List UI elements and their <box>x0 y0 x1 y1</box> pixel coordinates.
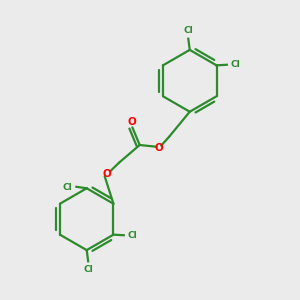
Text: O: O <box>154 143 163 153</box>
Text: O: O <box>128 117 137 127</box>
Text: Cl: Cl <box>183 26 193 35</box>
Text: O: O <box>103 169 112 179</box>
Text: Cl: Cl <box>83 265 93 274</box>
Text: Cl: Cl <box>63 183 72 192</box>
Text: Cl: Cl <box>231 60 241 69</box>
Text: Cl: Cl <box>128 231 137 240</box>
